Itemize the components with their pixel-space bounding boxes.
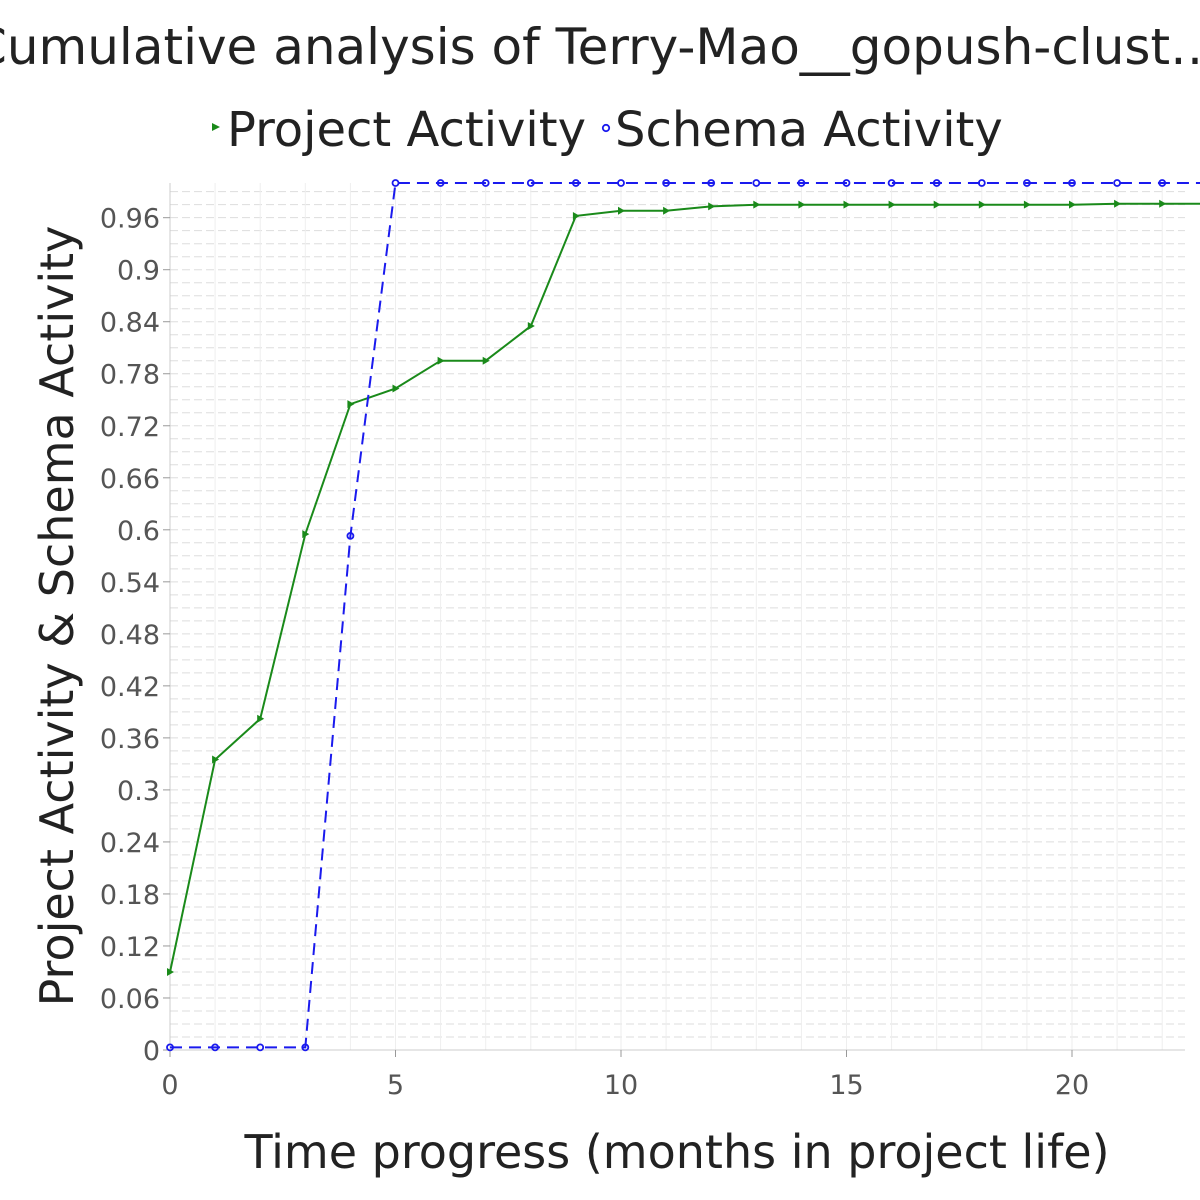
series-layer [166, 179, 1200, 1052]
data-point-schema-activity [436, 179, 445, 187]
data-point-schema-activity [391, 179, 400, 187]
y-tick-label: 0.72 [100, 412, 160, 443]
data-point-schema-activity [1158, 179, 1167, 187]
data-point-project-activity [482, 356, 490, 365]
data-point-schema-activity [977, 179, 986, 187]
x-tick-label: 5 [387, 1070, 404, 1101]
y-tick-label: 0.84 [100, 308, 160, 339]
x-tick-label: 10 [604, 1070, 638, 1101]
data-point-project-activity [708, 202, 716, 211]
series-line-project-activity [169, 202, 1200, 973]
data-point-project-activity [843, 200, 851, 209]
y-tick-label: 0.06 [100, 984, 160, 1015]
data-point-project-activity [798, 200, 806, 209]
y-tick-label: 0.6 [117, 516, 160, 547]
y-tick-label: 0.18 [100, 880, 160, 911]
data-point-schema-activity [662, 179, 670, 187]
y-tick-label: 0.48 [100, 620, 160, 651]
data-point-project-activity [978, 200, 986, 209]
x-tick-label: 0 [161, 1070, 178, 1101]
data-point-project-activity [753, 200, 761, 209]
y-tick-label: 0.24 [100, 828, 160, 859]
legend: Project Activity Schema Activity [212, 102, 1003, 158]
data-point-schema-activity [797, 179, 806, 187]
y-tick-label: 0.96 [100, 204, 160, 235]
data-point-schema-activity [932, 179, 941, 187]
data-point-project-activity [167, 967, 174, 976]
y-tick-label: 0.66 [100, 464, 160, 495]
data-point-schema-activity [1113, 179, 1121, 187]
y-tick-label: 0.54 [100, 568, 160, 599]
data-point-project-activity [933, 200, 941, 209]
data-point-project-activity [212, 755, 220, 764]
x-tick-label: 15 [829, 1070, 863, 1101]
y-tick-label: 0.78 [100, 360, 160, 391]
data-point-schema-activity [1068, 179, 1076, 187]
data-point-project-activity [1023, 200, 1031, 209]
data-point-schema-activity [211, 1043, 220, 1052]
y-tick-label: 0.36 [100, 724, 160, 755]
data-point-project-activity [437, 356, 445, 365]
data-point-schema-activity [301, 1043, 310, 1052]
data-point-project-activity [572, 211, 580, 220]
x-tick-label: 20 [1055, 1070, 1089, 1101]
data-point-project-activity [527, 322, 535, 331]
data-point-schema-activity [842, 179, 851, 187]
data-point-schema-activity [481, 179, 490, 187]
chart-title: Cumulative analysis of Terry-Mao__gopush… [0, 18, 1200, 76]
x-ticks: 0510152025303540 [161, 1050, 1089, 1101]
axes [169, 183, 1185, 1051]
legend-marker-project-activity [212, 123, 220, 131]
data-point-project-activity [618, 206, 625, 215]
data-point-schema-activity [346, 531, 355, 540]
data-point-schema-activity [572, 179, 580, 187]
data-point-schema-activity [617, 179, 625, 187]
data-point-schema-activity [256, 1043, 265, 1052]
y-tick-label: 0 [143, 1036, 160, 1067]
y-tick-label: 0.12 [100, 932, 160, 963]
y-tick-label: 0.9 [117, 256, 160, 287]
data-point-project-activity [1069, 200, 1076, 209]
data-point-project-activity [888, 200, 896, 209]
data-point-schema-activity [707, 179, 716, 187]
data-point-project-activity [663, 206, 671, 215]
y-axis-label: Project Activity & Schema Activity [30, 226, 84, 1007]
y-tick-label: 0.42 [100, 672, 160, 703]
legend-marker-schema-activity [601, 123, 611, 133]
x-axis-label: Time progress (months in project life) [243, 1125, 1109, 1179]
data-point-project-activity [392, 384, 400, 393]
legend-label-project-activity: Project Activity [227, 102, 586, 158]
data-point-schema-activity [526, 179, 535, 187]
series-line-schema-activity [170, 182, 1200, 1049]
data-point-project-activity [257, 714, 265, 723]
legend-label-schema-activity: Schema Activity [615, 102, 1003, 158]
y-ticks: 0 0.06 0.12 0.18 0.24 0.3 0.36 0.42 0.48 0.54 0.6 0… [100, 204, 170, 1067]
data-point-schema-activity [1023, 179, 1031, 187]
data-point-project-activity [347, 400, 355, 409]
y-tick-label: 0.3 [117, 776, 160, 807]
data-point-schema-activity [166, 1043, 174, 1052]
data-point-project-activity [302, 530, 310, 539]
data-point-project-activity [1159, 199, 1167, 208]
data-point-schema-activity [887, 179, 896, 187]
data-point-schema-activity [752, 179, 761, 187]
data-point-project-activity [1114, 199, 1122, 208]
grid [170, 183, 1185, 1050]
